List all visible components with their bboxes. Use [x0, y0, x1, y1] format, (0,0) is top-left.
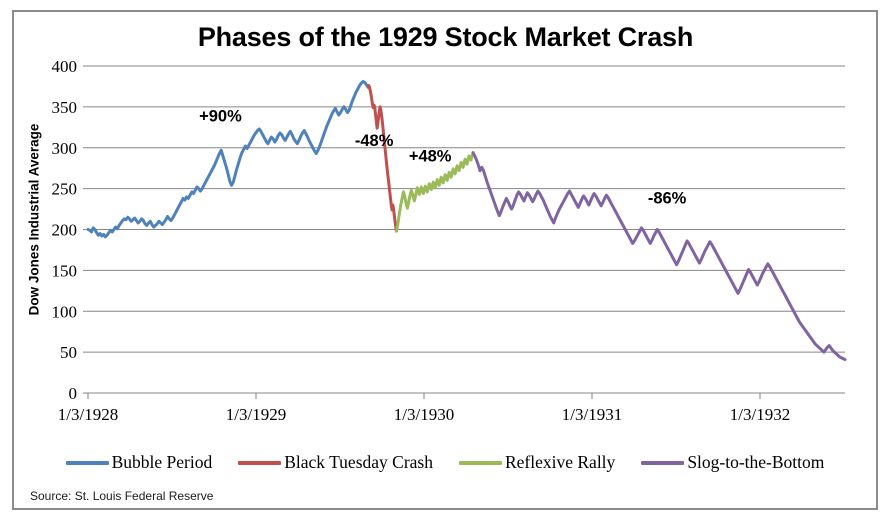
- annotation-label: -86%: [648, 189, 687, 207]
- chart-border: [12, 10, 878, 510]
- y-tick-label: 50: [60, 343, 77, 362]
- y-axis-ticks: 0 50 100 150 200 250 300 350 400: [52, 57, 78, 403]
- x-tick-label: 1/3/1928: [58, 405, 118, 424]
- x-tick-label: 1/3/1932: [730, 405, 790, 424]
- legend-item[interactable]: Bubble Period: [65, 452, 213, 473]
- x-tick-label: 1/3/1929: [226, 405, 286, 424]
- legend-label: Reflexive Rally: [504, 452, 616, 472]
- legend-swatch-icon: [458, 460, 502, 465]
- y-tick-label: 150: [52, 261, 78, 280]
- x-axis-ticks: 1/3/1928 1/3/1929 1/3/1930 1/3/1931 1/3/1932: [58, 393, 790, 424]
- series-line: [394, 151, 475, 233]
- data-series: [86, 80, 847, 361]
- legend-label: Bubble Period: [111, 452, 213, 472]
- legend-swatch-icon: [65, 460, 109, 465]
- y-tick-label: 0: [69, 384, 78, 403]
- x-tick-label: 1/3/1931: [562, 405, 622, 424]
- series-line: [471, 151, 847, 361]
- legend-swatch-icon: [238, 460, 282, 465]
- y-tick-label: 250: [52, 180, 78, 199]
- legend-item[interactable]: Slog-to-the-Bottom: [641, 452, 824, 473]
- x-tick-label: 1/3/1930: [394, 405, 454, 424]
- annotation-label: +48%: [409, 148, 452, 166]
- y-tick-label: 400: [52, 57, 78, 76]
- annotation-label: -48%: [355, 132, 394, 150]
- legend-item[interactable]: Reflexive Rally: [458, 452, 616, 473]
- chart-legend: Bubble Period Black Tuesday Crash Reflexiv…: [12, 452, 878, 473]
- annotation-label: +90%: [199, 108, 242, 126]
- y-tick-label: 350: [52, 98, 78, 117]
- legend-label: Black Tuesday Crash: [284, 452, 433, 472]
- legend-swatch-icon: [641, 460, 685, 465]
- y-tick-label: 100: [52, 302, 78, 321]
- source-note: Source: St. Louis Federal Reserve: [30, 489, 214, 503]
- series-line: [366, 84, 398, 233]
- legend-label: Slog-to-the-Bottom: [687, 452, 825, 472]
- series-line: [86, 80, 370, 239]
- legend-item[interactable]: Black Tuesday Crash: [238, 452, 433, 473]
- y-tick-label: 200: [52, 221, 78, 240]
- chart-annotations: +90% -48% +48% -86%: [199, 108, 687, 208]
- y-tick-label: 300: [52, 139, 78, 158]
- chart-title: Phases of the 1929 Stock Market Crash: [197, 22, 694, 52]
- gridlines: [83, 65, 845, 394]
